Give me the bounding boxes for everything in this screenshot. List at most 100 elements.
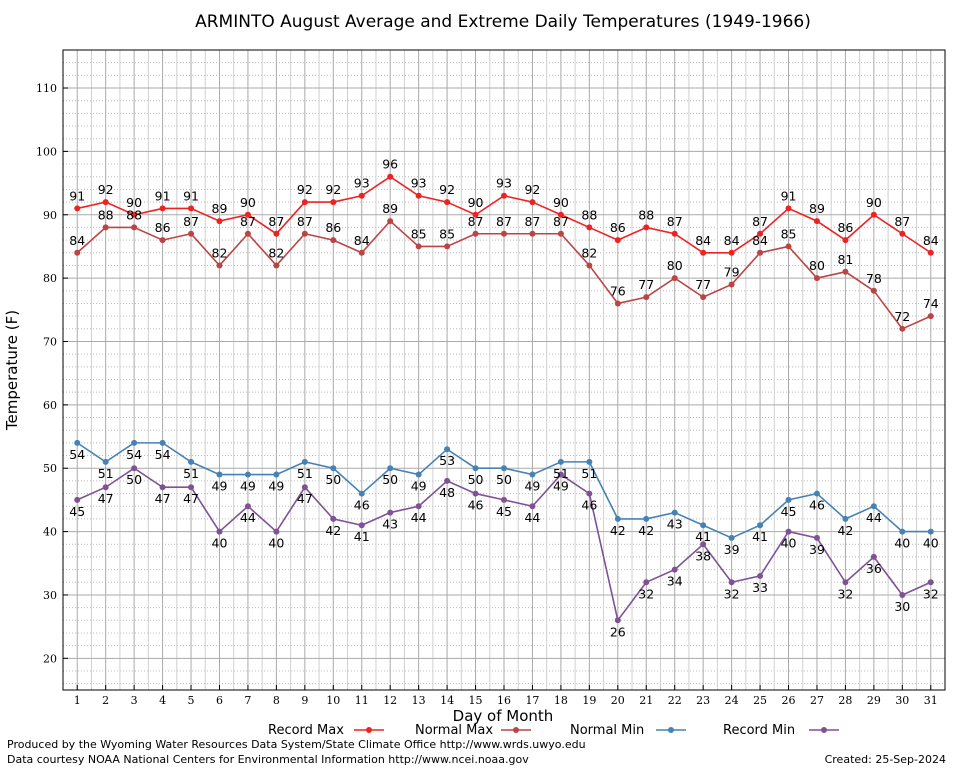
data-label: 77 xyxy=(695,277,711,292)
data-point xyxy=(188,484,195,491)
data-point xyxy=(501,496,507,503)
data-label: 32 xyxy=(923,586,939,601)
data-point xyxy=(529,471,536,478)
data-label: 87 xyxy=(894,214,910,229)
x-tick-label: 27 xyxy=(810,694,824,707)
data-label: 44 xyxy=(524,510,540,525)
data-label: 26 xyxy=(610,624,626,639)
legend-label: Record Min xyxy=(723,723,795,738)
data-point xyxy=(728,579,735,586)
data-label: 92 xyxy=(297,182,313,197)
legend-label: Record Max xyxy=(268,723,344,738)
data-point xyxy=(614,617,621,624)
data-label: 88 xyxy=(126,207,142,222)
x-tick-label: 8 xyxy=(273,694,280,707)
data-point xyxy=(700,541,707,548)
data-label: 50 xyxy=(468,472,484,487)
data-point xyxy=(557,458,564,465)
data-point xyxy=(301,458,308,465)
y-tick-label: 80 xyxy=(43,272,57,285)
data-label: 74 xyxy=(923,296,939,311)
data-label: 45 xyxy=(496,504,512,519)
grid xyxy=(63,49,945,690)
data-point xyxy=(387,218,394,225)
data-label: 53 xyxy=(439,453,455,468)
data-label: 50 xyxy=(325,472,341,487)
data-label: 40 xyxy=(894,536,910,551)
data-point xyxy=(330,465,337,472)
data-point xyxy=(785,496,792,503)
data-label: 84 xyxy=(724,233,740,248)
data-point xyxy=(102,484,109,491)
data-label: 48 xyxy=(439,485,455,500)
data-point xyxy=(671,566,678,573)
data-point xyxy=(273,262,280,269)
data-label: 89 xyxy=(382,201,398,216)
data-label: 84 xyxy=(69,233,85,248)
data-label: 90 xyxy=(866,195,882,210)
data-point xyxy=(330,237,337,244)
data-point xyxy=(870,503,877,510)
data-point xyxy=(159,439,166,446)
data-label: 49 xyxy=(524,479,540,494)
data-point xyxy=(671,275,678,282)
data-label: 50 xyxy=(126,472,142,487)
data-label: 82 xyxy=(581,245,597,260)
data-point xyxy=(757,572,764,579)
data-point xyxy=(899,325,906,332)
data-label: 91 xyxy=(183,188,199,203)
data-point xyxy=(102,458,109,465)
y-tick-label: 50 xyxy=(43,462,57,475)
data-point xyxy=(244,211,251,218)
data-label: 84 xyxy=(923,233,939,248)
legend-label: Normal Min xyxy=(570,723,644,738)
data-label: 87 xyxy=(496,214,512,229)
data-point xyxy=(188,205,195,212)
data-point xyxy=(643,579,650,586)
data-label: 46 xyxy=(809,498,825,513)
data-point xyxy=(927,313,934,320)
data-point xyxy=(643,294,650,301)
data-point xyxy=(415,503,422,510)
data-label: 36 xyxy=(866,561,882,576)
data-point xyxy=(927,249,934,256)
data-point xyxy=(899,528,906,535)
data-label: 87 xyxy=(667,214,683,229)
data-point xyxy=(785,205,792,212)
legend-label: Normal Max xyxy=(415,723,493,738)
data-point xyxy=(813,275,820,282)
data-label: 90 xyxy=(553,195,569,210)
x-tick-label: 19 xyxy=(582,694,596,707)
data-label: 90 xyxy=(126,195,142,210)
data-label: 93 xyxy=(496,176,512,191)
data-label: 42 xyxy=(638,523,654,538)
data-label: 33 xyxy=(752,580,768,595)
data-label: 91 xyxy=(69,188,85,203)
footer-produced-by: Produced by the Wyoming Water Resources … xyxy=(7,738,586,751)
y-tick-label: 60 xyxy=(43,399,57,412)
y-tick-label: 70 xyxy=(43,335,57,348)
data-label: 82 xyxy=(268,245,284,260)
data-point xyxy=(444,199,451,206)
data-label: 51 xyxy=(581,466,597,481)
data-label: 89 xyxy=(212,201,228,216)
legend-swatch-marker xyxy=(821,727,827,733)
legend-swatch-marker xyxy=(366,727,372,733)
data-point xyxy=(358,249,365,256)
data-label: 41 xyxy=(354,529,370,544)
data-label: 92 xyxy=(325,182,341,197)
data-label: 93 xyxy=(411,176,427,191)
x-tick-label: 21 xyxy=(639,694,653,707)
x-axis-label: Day of Month xyxy=(453,707,554,725)
data-point xyxy=(330,199,337,206)
data-point xyxy=(131,224,138,231)
y-tick-label: 110 xyxy=(36,82,57,95)
data-point xyxy=(614,515,621,522)
series-group xyxy=(74,173,934,624)
data-point xyxy=(159,205,166,212)
data-label: 80 xyxy=(667,258,683,273)
data-label: 76 xyxy=(610,283,626,298)
data-label: 84 xyxy=(695,233,711,248)
data-point xyxy=(557,230,564,237)
data-point xyxy=(387,465,394,472)
